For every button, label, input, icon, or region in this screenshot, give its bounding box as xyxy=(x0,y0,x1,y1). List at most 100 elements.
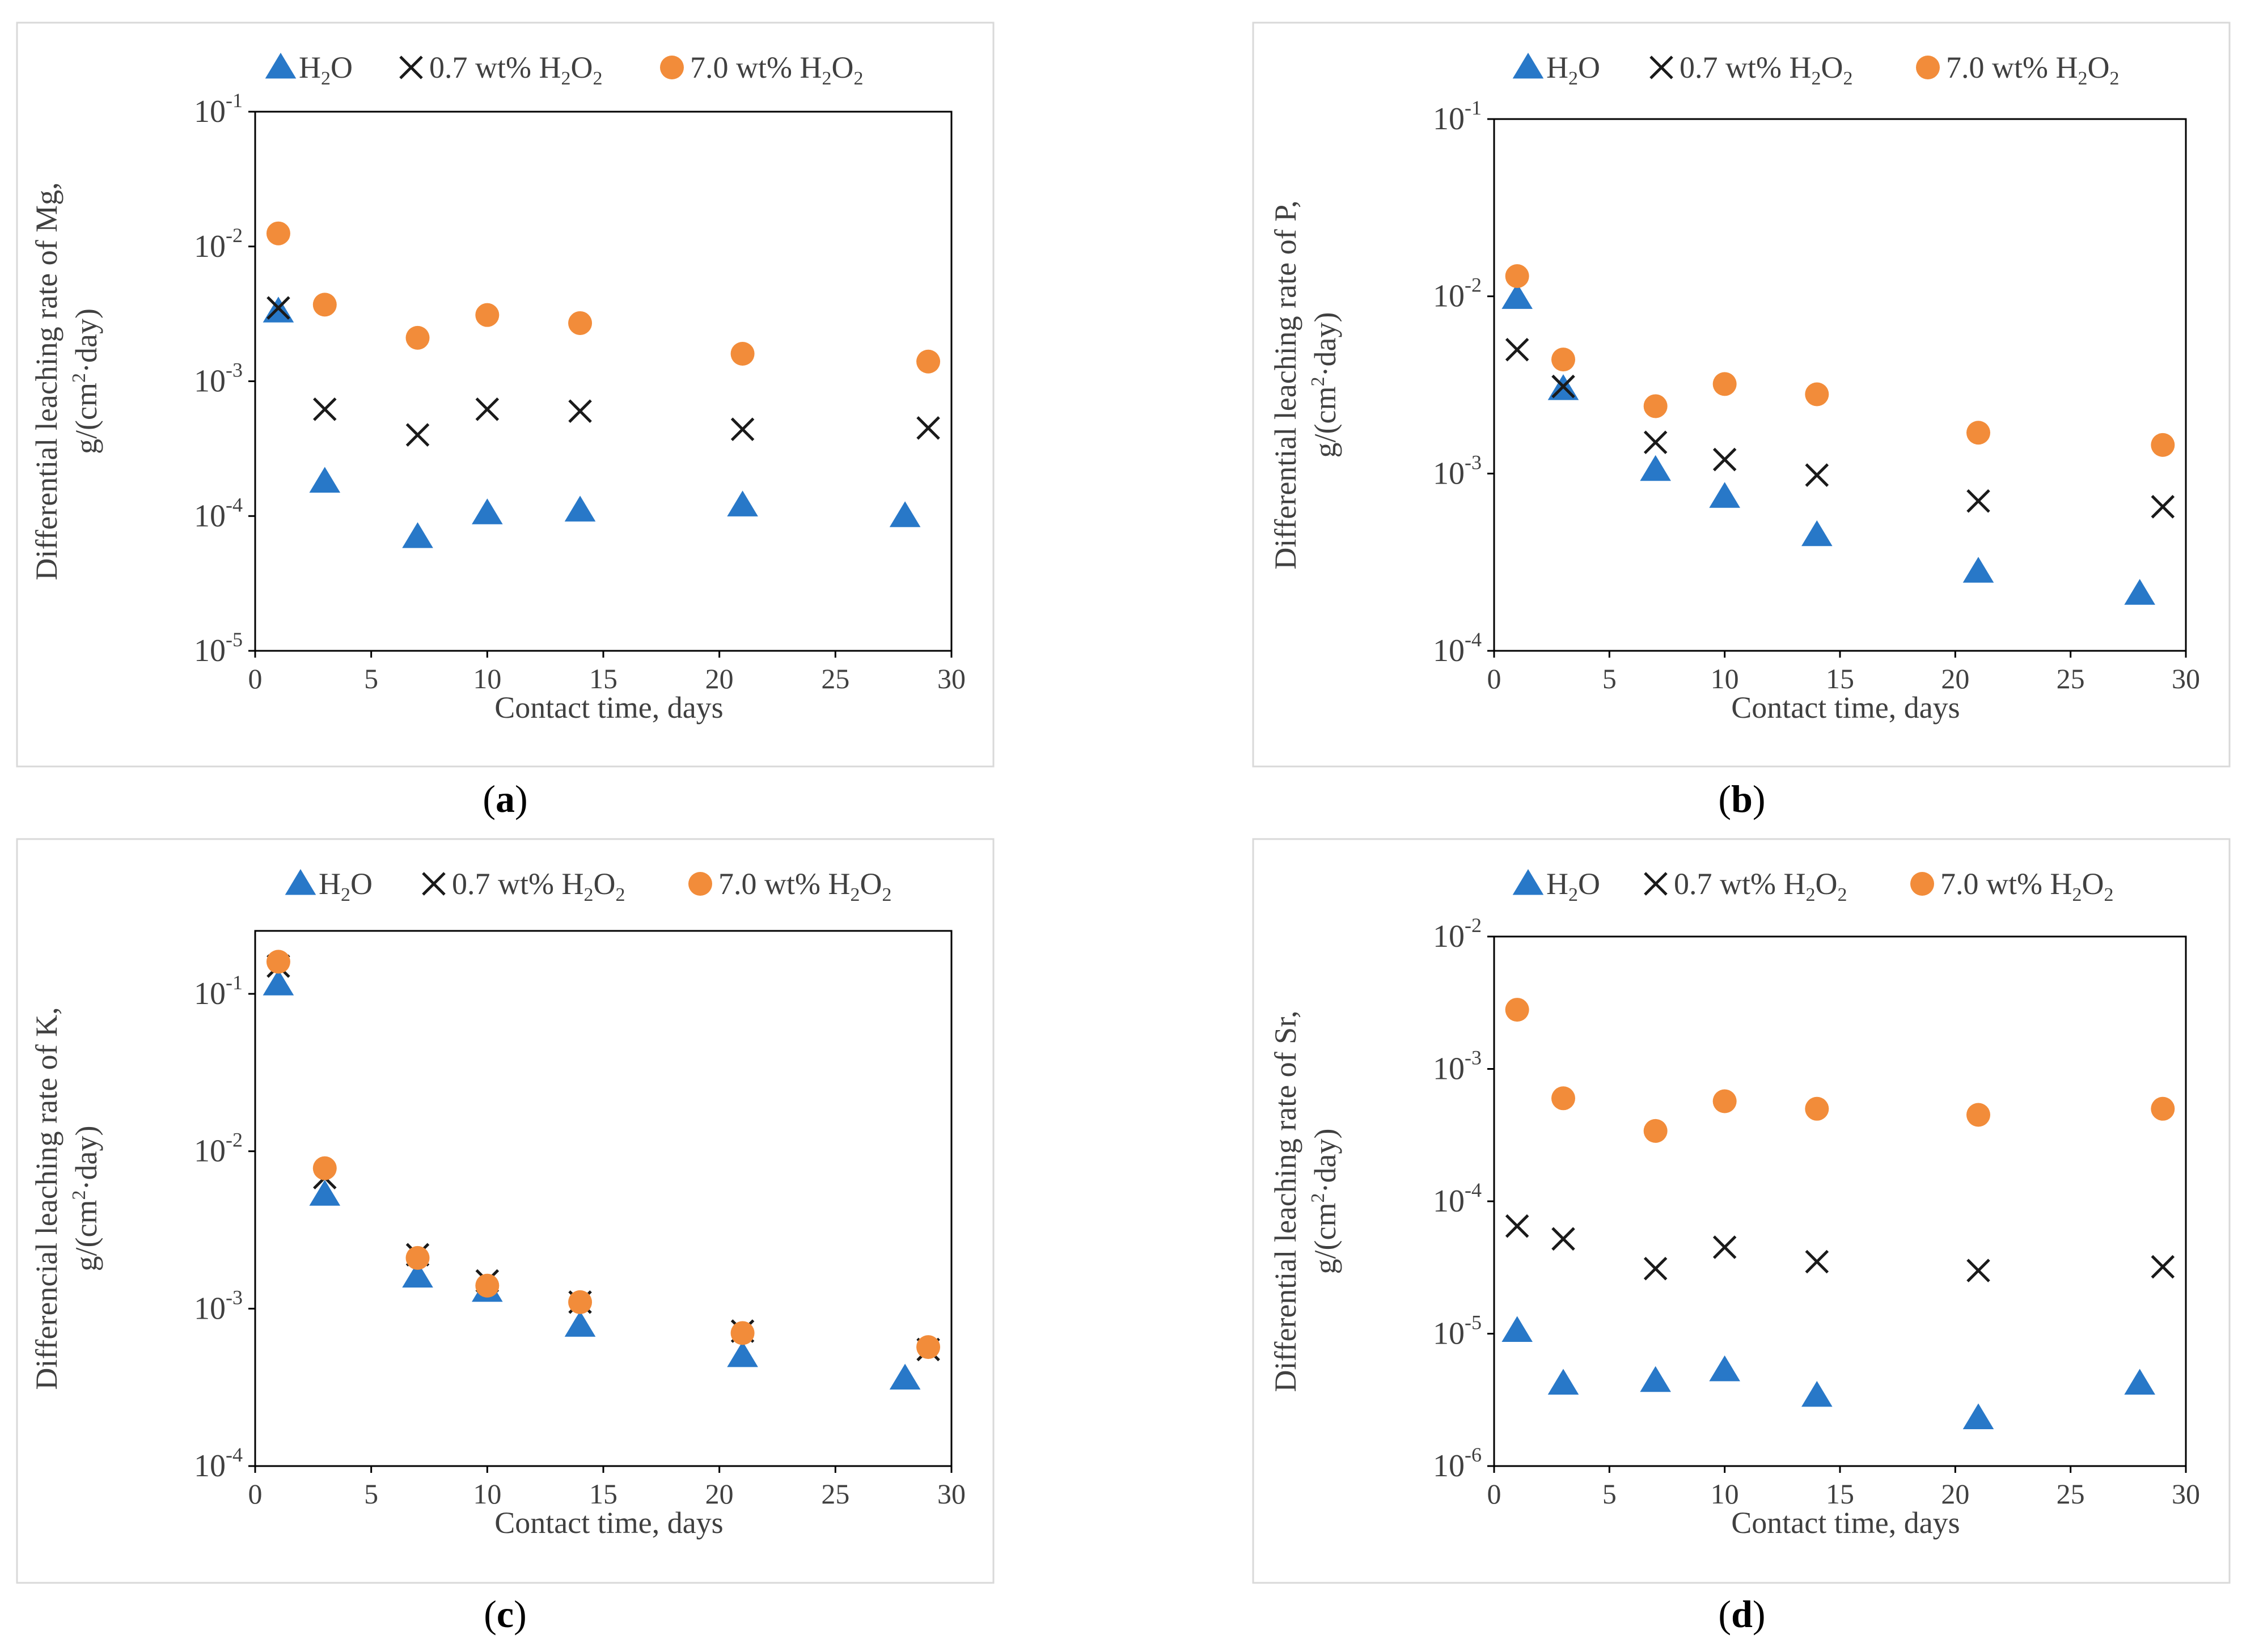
legend-label: H2O xyxy=(1546,867,1600,905)
x-tick-label: 30 xyxy=(937,663,966,694)
legend-label: 7.0 wt% H2O2 xyxy=(1940,867,2113,905)
data-points xyxy=(1501,998,2175,1430)
data-point-h2o xyxy=(309,467,341,493)
legend-label: H2O xyxy=(299,50,353,89)
y-tick-label: 10-3 xyxy=(1433,1047,1482,1087)
panel-frame xyxy=(16,22,995,768)
panel-caption-b: (b) xyxy=(1718,777,1765,820)
cross-stroke xyxy=(2151,495,2175,519)
data-point-0.7wt-h2o2 xyxy=(1643,430,1668,455)
data-point-7.0wt-h2o2 xyxy=(916,1335,941,1359)
data-point-0.7wt-h2o2 xyxy=(1551,374,1575,399)
data-point-h2o xyxy=(1501,283,1533,309)
data-point-7.0wt-h2o2 xyxy=(1643,1119,1668,1143)
legend-marker-circle xyxy=(688,872,712,896)
cross-stroke xyxy=(1805,1249,1829,1274)
y-axis-title-line2: g/(cm2·day) xyxy=(1308,312,1342,458)
data-point-0.7wt-h2o2 xyxy=(1643,1256,1668,1281)
data-point-h2o xyxy=(2124,1369,2155,1395)
y-tick-label: 10-3 xyxy=(1433,451,1482,491)
cross-stroke xyxy=(1712,447,1737,472)
data-point-h2o xyxy=(1501,1316,1533,1342)
data-point-0.7wt-h2o2 xyxy=(1712,447,1737,472)
y-axis-title-line2: g/(cm2·day) xyxy=(1308,1129,1342,1274)
data-point-7.0wt-h2o2 xyxy=(1805,382,1829,406)
chart-panel-d: 0 5 10 15 20 25 30 10-6 10-5 10-4 10-3 10-2 Contact … xyxy=(1252,838,2231,1584)
x-tick-label: 10 xyxy=(473,663,501,694)
x-tick-label: 20 xyxy=(1941,1478,1969,1510)
cross-stroke xyxy=(2151,1255,2175,1279)
data-point-7.0wt-h2o2 xyxy=(405,325,430,350)
y-tick-label: 10-1 xyxy=(1433,96,1482,137)
x-tick-label: 20 xyxy=(1941,663,1969,694)
y-axis-title-line1: Differential leaching rate of Sr, xyxy=(1268,1010,1302,1392)
x-tick-label: 0 xyxy=(1487,663,1501,694)
data-point-h2o xyxy=(472,498,503,524)
data-point-7.0wt-h2o2 xyxy=(475,303,500,327)
cross-stroke xyxy=(1505,1214,1529,1238)
data-points xyxy=(263,221,941,548)
data-point-7.0wt-h2o2 xyxy=(568,1290,593,1314)
data-point-7.0wt-h2o2 xyxy=(2151,1096,2175,1121)
y-tick-label: 10-5 xyxy=(1433,1311,1482,1352)
data-point-7.0wt-h2o2 xyxy=(1712,372,1737,396)
y-tick-label: 10-3 xyxy=(194,1286,243,1326)
cross-stroke xyxy=(1643,430,1668,455)
x-tick-label: 25 xyxy=(821,663,849,694)
x-axis-title: Contact time, days xyxy=(494,1506,723,1540)
legend-marker-triangle xyxy=(265,53,297,79)
cross-stroke xyxy=(1551,374,1575,399)
y-tick-label: 10-2 xyxy=(194,1129,243,1169)
chart-panel-c: 0 5 10 15 20 25 30 10-4 10-3 10-2 10-1 Contact time… xyxy=(16,838,995,1584)
data-point-h2o xyxy=(1640,1366,1671,1392)
legend-label: 0.7 wt% H2O2 xyxy=(1680,50,1852,89)
legend-marker-circle xyxy=(660,56,684,79)
data-point-7.0wt-h2o2 xyxy=(1643,394,1668,418)
data-point-h2o xyxy=(564,1311,596,1337)
data-point-h2o xyxy=(1709,1355,1740,1382)
legend-marker-cross xyxy=(399,56,423,79)
cross-stroke xyxy=(916,416,940,440)
y-tick-label: 10-3 xyxy=(194,359,243,399)
data-point-h2o xyxy=(564,495,596,522)
cross-stroke xyxy=(1505,338,1529,362)
cross-stroke xyxy=(1805,463,1829,487)
x-tick-label: 0 xyxy=(248,663,263,694)
x-tick-label: 5 xyxy=(364,1478,378,1510)
cross-stroke xyxy=(568,399,592,423)
data-point-h2o xyxy=(1801,1380,1833,1407)
panel-frame xyxy=(16,838,995,1584)
legend-marker-cross xyxy=(1649,56,1673,79)
data-point-0.7wt-h2o2 xyxy=(1805,463,1829,487)
y-tick-label: 10-1 xyxy=(194,89,243,129)
cross-stroke xyxy=(1551,1227,1575,1251)
x-axis-title: Contact time, days xyxy=(1731,691,1960,725)
cross-stroke xyxy=(1966,1259,1990,1282)
data-point-h2o xyxy=(1640,455,1671,481)
cross-stroke xyxy=(405,423,430,447)
legend-label: H2O xyxy=(1546,50,1600,89)
data-point-h2o xyxy=(1801,520,1833,547)
data-point-0.7wt-h2o2 xyxy=(1712,1235,1737,1259)
data-point-0.7wt-h2o2 xyxy=(730,417,755,442)
x-tick-label: 15 xyxy=(589,663,617,694)
data-point-h2o xyxy=(2124,579,2155,605)
x-tick-label: 30 xyxy=(2172,663,2200,694)
legend-marker-triangle xyxy=(1512,53,1544,79)
legend: H2O 0.7 wt% H2O2 7.0 wt% H2O2 xyxy=(1512,50,2119,89)
x-tick-label: 25 xyxy=(2057,663,2085,694)
y-tick-label: 10-5 xyxy=(194,628,243,668)
cross-stroke xyxy=(475,397,500,421)
y-axis-title-line1: Differential leaching rate of Mg, xyxy=(29,182,64,580)
y-tick-label: 10-4 xyxy=(1433,1179,1482,1219)
x-tick-label: 10 xyxy=(1711,663,1739,694)
legend: H2O 0.7 wt% H2O2 7.0 wt% H2O2 xyxy=(1512,867,2113,905)
legend-marker-circle xyxy=(1910,872,1934,896)
panel-frame xyxy=(1252,838,2231,1584)
y-tick-label: 10-1 xyxy=(194,971,243,1011)
data-point-7.0wt-h2o2 xyxy=(916,349,941,374)
data-point-0.7wt-h2o2 xyxy=(2151,1255,2175,1279)
legend-marker-cross xyxy=(422,872,446,896)
data-point-7.0wt-h2o2 xyxy=(1505,264,1529,289)
legend-label: 7.0 wt% H2O2 xyxy=(690,50,863,89)
